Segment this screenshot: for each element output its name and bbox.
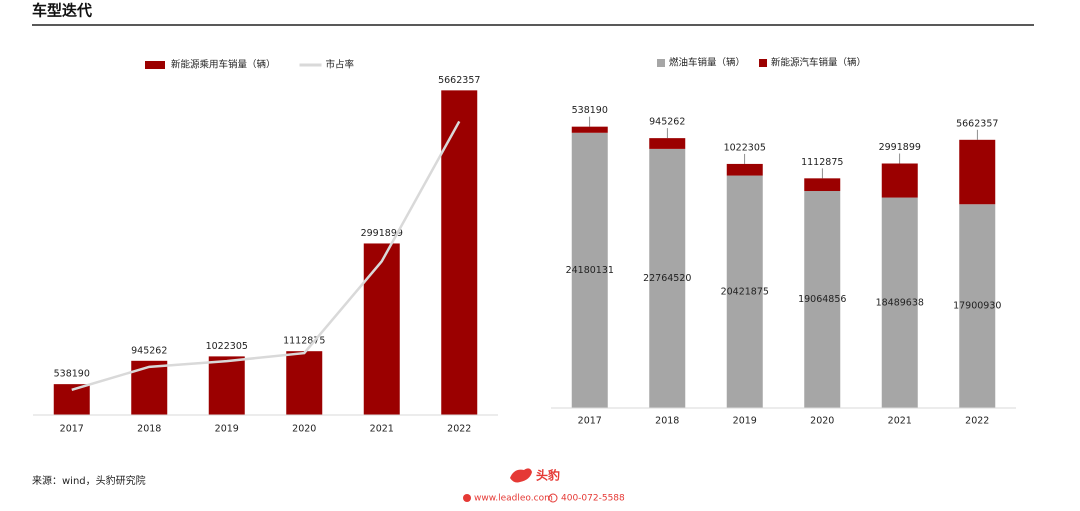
value-label: 1112875 (283, 336, 325, 347)
bar-segment (959, 204, 996, 408)
bar (131, 360, 168, 415)
source: 来源：wind，头豹研究院 (32, 474, 146, 487)
x-tick-label: 2020 (292, 424, 316, 435)
value-label: 2991899 (879, 142, 921, 153)
bar-segment (649, 138, 686, 149)
bar-segment (726, 163, 763, 176)
value-label: 538190 (572, 105, 608, 116)
value-label: 2991899 (361, 228, 403, 239)
value-label: 1022305 (724, 142, 766, 153)
legend-label: 新能源汽车销量（辆） (771, 57, 866, 69)
brand: 头豹 (536, 468, 560, 483)
bar-segment (959, 139, 996, 205)
phone: 400-072-5588 (561, 494, 625, 504)
legend-swatch (145, 61, 165, 69)
bar-segment (881, 163, 918, 198)
x-tick-label: 2019 (733, 416, 757, 427)
value-label: 20421875 (721, 286, 769, 297)
legend-swatch (759, 59, 768, 67)
value-label: 24180131 (566, 265, 614, 276)
bar-segment (804, 191, 841, 408)
x-tick-label: 2017 (578, 416, 602, 427)
logo-icon (510, 468, 532, 483)
value-label: 18489638 (876, 297, 924, 308)
legend-label: 新能源乘用车销量（辆） (171, 59, 276, 71)
bar (208, 356, 245, 415)
website: www.leadleo.com (474, 494, 553, 504)
value-label: 1022305 (206, 341, 248, 352)
value-label: 1112875 (801, 157, 843, 168)
bar (441, 90, 478, 415)
bar (286, 351, 323, 415)
legend-swatch (657, 59, 665, 67)
web-icon (463, 494, 471, 502)
share-line (71, 120, 461, 391)
x-tick-label: 2018 (137, 424, 161, 435)
x-tick-label: 2021 (888, 416, 912, 427)
bar-segment (804, 178, 841, 192)
value-label: 945262 (131, 345, 167, 356)
x-tick-label: 2022 (447, 424, 471, 435)
bar-segment (571, 132, 608, 409)
phone-icon (548, 493, 558, 503)
value-label: 538190 (54, 369, 90, 380)
value-label: 17900930 (953, 301, 1001, 312)
legend-label: 燃油车销量（辆） (669, 57, 745, 69)
bar-segment (571, 126, 608, 133)
x-tick-label: 2018 (655, 416, 679, 427)
value-label: 19064856 (798, 294, 846, 305)
bar-segment (649, 148, 686, 408)
bar (363, 243, 400, 415)
bar-segment (726, 175, 763, 408)
x-tick-label: 2020 (810, 416, 834, 427)
page-title: 车型迭代 (32, 2, 92, 20)
x-tick-label: 2017 (60, 424, 84, 435)
value-label: 5662357 (956, 118, 998, 129)
value-label: 945262 (649, 117, 685, 128)
value-label: 22764520 (643, 273, 691, 284)
bar-segment (881, 197, 918, 408)
legend-label: 市占率 (326, 59, 355, 71)
value-label: 5662357 (438, 75, 480, 86)
x-tick-label: 2021 (370, 424, 394, 435)
x-tick-label: 2022 (965, 416, 989, 427)
x-tick-label: 2019 (215, 424, 239, 435)
